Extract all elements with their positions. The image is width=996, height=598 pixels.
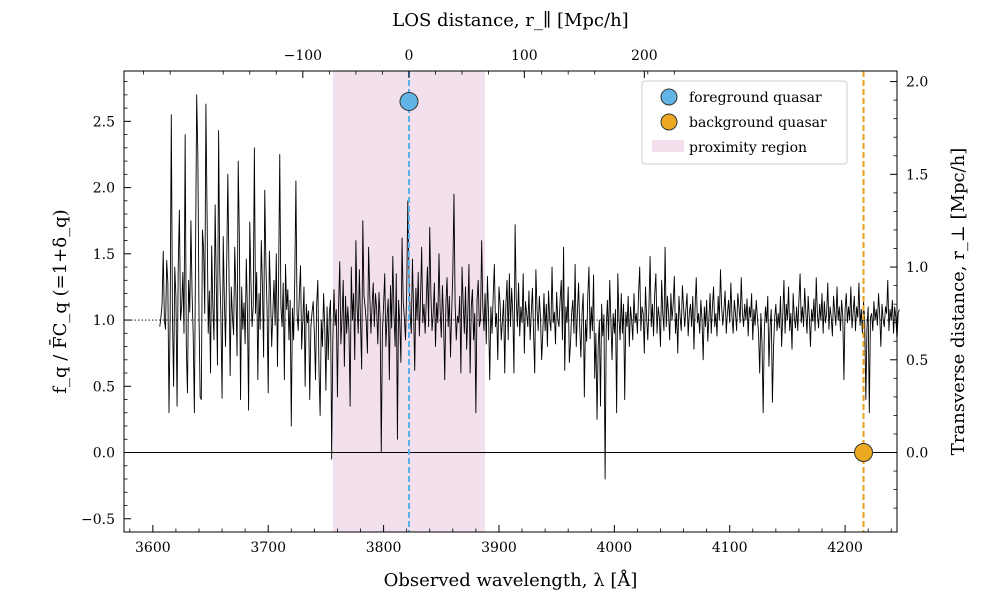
legend-background-label: background quasar bbox=[689, 115, 827, 131]
x-tick-label: 4200 bbox=[827, 540, 863, 556]
y-tick-label: −0.5 bbox=[81, 512, 115, 528]
legend-foreground-label: foreground quasar bbox=[689, 90, 822, 106]
right-y-tick-label: 2.0 bbox=[906, 75, 928, 91]
legend-proximity-label: proximity region bbox=[689, 140, 807, 156]
y-tick-label: 1.5 bbox=[93, 247, 115, 263]
legend-foreground-marker bbox=[660, 88, 678, 106]
foreground-quasar-marker bbox=[399, 91, 419, 111]
x-tick-label: 4100 bbox=[712, 540, 748, 556]
y-tick-label: 0.0 bbox=[93, 446, 115, 462]
x-axis-label: Observed wavelength, λ [Å] bbox=[384, 569, 638, 591]
y-tick-label: 0.5 bbox=[93, 379, 115, 395]
data-layer bbox=[159, 71, 900, 532]
x-tick-label: 3800 bbox=[366, 540, 402, 556]
top-x-tick-label: 0 bbox=[405, 48, 414, 64]
plot-frame bbox=[123, 70, 898, 533]
x-tick-label: 3700 bbox=[250, 540, 286, 556]
x-tick-label: 4000 bbox=[597, 540, 633, 556]
top-x-tick-label: 100 bbox=[511, 48, 538, 64]
right-y-tick-label: 1.0 bbox=[906, 260, 928, 276]
legend-background-marker bbox=[660, 113, 678, 131]
y-axis-label: f_q / F̄C_q (=1+δ_q) bbox=[48, 209, 71, 393]
right-y-tick-label: 1.5 bbox=[906, 167, 928, 183]
right-y-tick-label: 0.0 bbox=[906, 446, 928, 462]
right-y-axis-label: Transverse distance, r_⊥ [Mpc/h] bbox=[948, 148, 969, 455]
legend-proximity-patch bbox=[652, 140, 684, 152]
spectrum-line bbox=[159, 94, 900, 480]
right-y-tick-label: 0.5 bbox=[906, 353, 928, 369]
axes-layer: 3600 3700 3800 3900 4000 4100 4200 −100 0 100 200 −… bbox=[81, 48, 928, 556]
y-tick-label: 1.0 bbox=[93, 313, 115, 329]
x-tick-label: 3600 bbox=[135, 540, 171, 556]
legend: foreground quasar background quasar prox… bbox=[641, 80, 848, 165]
y-tick-label: 2.5 bbox=[93, 114, 115, 130]
legend-box bbox=[641, 80, 848, 165]
top-x-axis-label: LOS distance, r_∥ [Mpc/h] bbox=[392, 10, 628, 31]
y-tick-label: 2.0 bbox=[93, 181, 115, 197]
top-x-tick-label: 200 bbox=[631, 48, 658, 64]
x-tick-label: 3900 bbox=[481, 540, 517, 556]
background-quasar-marker bbox=[854, 443, 874, 463]
top-x-tick-label: −100 bbox=[284, 48, 322, 64]
